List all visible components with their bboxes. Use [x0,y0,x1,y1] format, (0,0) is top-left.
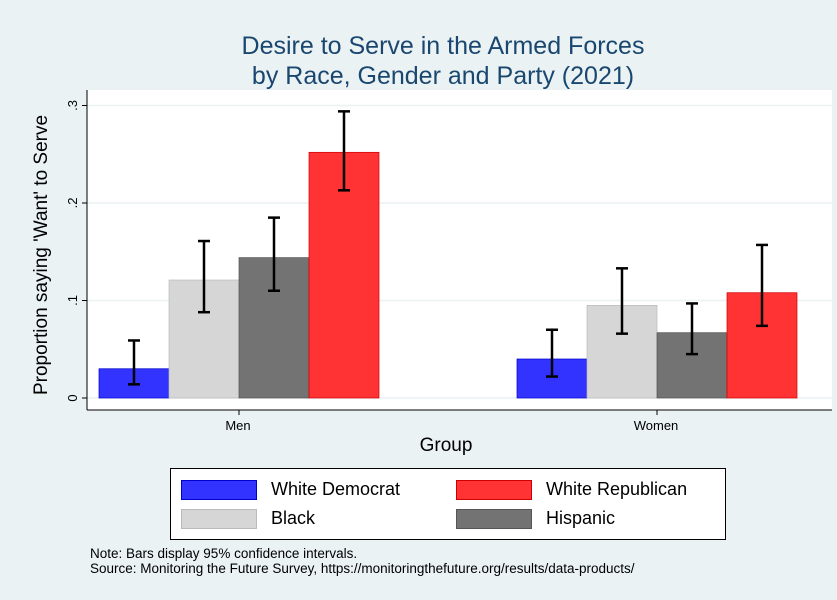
note-text: Note: Bars display 95% confidence interv… [90,546,358,561]
legend-swatch [456,508,532,529]
legend-item-black: Black [181,508,315,529]
legend-item-white-republican: White Republican [456,479,687,500]
bar-white-republican-men [308,151,380,399]
legend-label: White Republican [546,479,688,499]
legend-label: Black [271,508,316,528]
chart-title: by Race, Gender and Party (2021) [252,62,634,90]
legend-item-hispanic: Hispanic [456,508,615,529]
legend-swatch [181,479,257,500]
y-tick-label: .3 [65,100,80,111]
y-tick-label: .1 [65,295,80,306]
x-axis-label: Group [420,435,473,456]
x-tick-label: Men [225,418,250,433]
legend-label: White Democrat [271,479,401,499]
x-tick-label: Women [634,418,679,433]
legend-item-white-democrat: White Democrat [181,479,400,500]
chart-title: Desire to Serve in the Armed Forces [242,32,645,60]
source-text: Source: Monitoring the Future Survey, ht… [90,561,635,576]
legend-swatch [181,508,257,529]
y-tick-label: .2 [65,198,80,209]
legend: White Democrat White Republican Black Hi… [170,468,726,540]
legend-swatch [456,479,532,500]
y-axis-label: Proportion saying 'Want' to Serve [31,115,52,395]
legend-label: Hispanic [546,508,616,528]
y-tick-label: 0 [65,394,80,401]
